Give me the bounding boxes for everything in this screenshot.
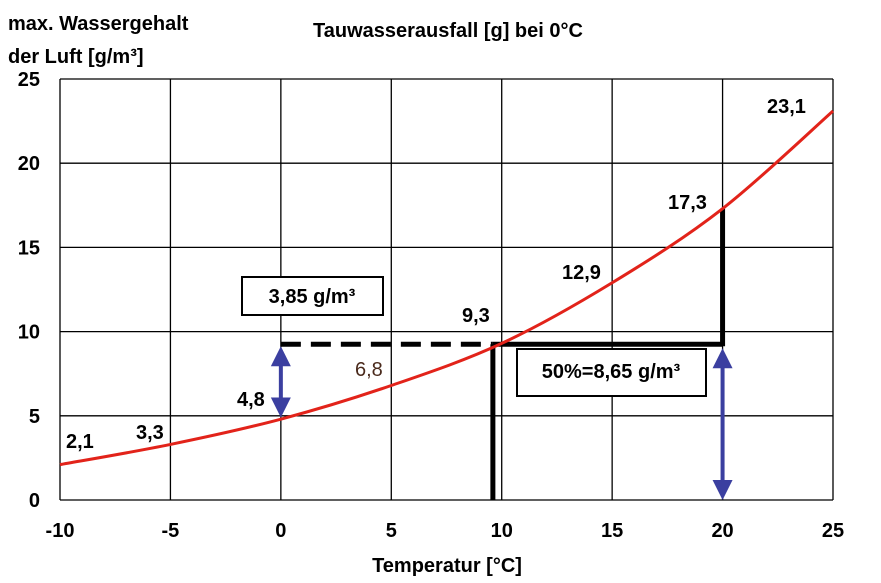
y-axis-label-line-1: max. Wassergehalt [8,13,189,35]
data-label: 23,1 [767,96,806,118]
arrow-20c [712,348,733,500]
x-axis-label: Temperatur [°C] [372,555,522,577]
annotation-box-right [516,348,707,397]
grid [59,78,834,501]
annotation-box-left-text: 3,85 g/m³ [269,286,356,308]
x-tick-label: 15 [601,520,623,542]
chart-title: Tauwasserausfall [g] bei 0°C [313,20,583,42]
y-tick-label: 0 [29,490,40,512]
annotation-box-right-text: 50%=8,65 g/m³ [542,361,681,383]
x-tick-label: 5 [386,520,397,542]
data-label: 17,3 [668,192,707,214]
data-label: 9,3 [462,305,490,327]
guide-lines [280,208,726,500]
series [59,109,834,467]
data-label: 12,9 [562,262,601,284]
x-tick-label: 20 [711,520,733,542]
x-tick-label: -10 [46,520,75,542]
data-label: 4,8 [237,389,265,411]
y-tick-label: 20 [18,153,40,175]
y-tick-label: 10 [18,322,40,344]
annotation-box-left [241,276,384,316]
x-tick-label: -5 [162,520,180,542]
y-axis-label-line-2: der Luft [g/m³] [8,46,144,68]
x-tick-label: 25 [822,520,844,542]
data-labels: 2,1 3,3 4,8 6,8 9,3 12,9 17,3 23,1 [66,96,806,453]
y-tick-label: 15 [18,237,40,259]
x-tick-label: 0 [275,520,286,542]
series-line-0 [59,109,834,467]
data-label: 6,8 [355,359,383,381]
tick-labels: -10 -5 0 5 10 15 20 25 0 5 10 15 20 25 [18,69,844,542]
data-label: 3,3 [136,422,164,444]
x-tick-label: 10 [491,520,513,542]
y-tick-label: 25 [18,69,40,91]
data-label: 2,1 [66,431,94,453]
y-tick-label: 5 [29,406,40,428]
arrows [270,346,733,500]
arrow-0c [270,346,291,418]
